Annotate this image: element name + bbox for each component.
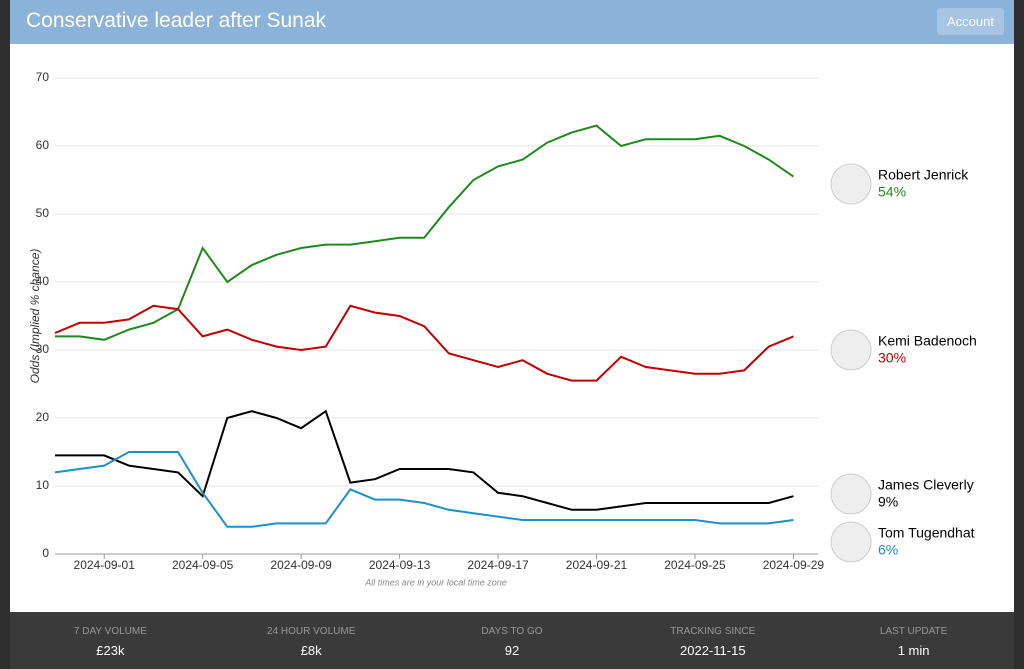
legend-name: Robert Jenrick — [878, 167, 969, 183]
legend-name: Kemi Badenoch — [878, 333, 977, 349]
avatar — [830, 329, 872, 371]
y-axis-label: Odds (Implied % chance) — [28, 249, 42, 384]
x-tick-label: 2024-09-25 — [664, 558, 726, 572]
avatar — [830, 521, 872, 563]
avatar — [830, 473, 872, 515]
stat-value: £23k — [96, 643, 125, 658]
stat-label: LAST UPDATE — [879, 626, 948, 637]
stat-value: 1 min — [897, 643, 930, 658]
y-tick-label: 50 — [36, 206, 50, 220]
y-tick-label: 30 — [36, 342, 50, 356]
legend-value: 54% — [878, 184, 906, 200]
y-tick-label: 60 — [36, 138, 50, 152]
stat: DAYS TO GO 92 — [412, 612, 613, 669]
y-tick-label: 70 — [36, 70, 50, 84]
stat: 7 DAY VOLUME £23k — [10, 612, 211, 669]
legend-value: 30% — [878, 350, 906, 366]
y-tick-label: 40 — [36, 274, 50, 288]
stat-value: 92 — [504, 643, 520, 658]
x-tick-label: 2024-09-09 — [270, 558, 332, 572]
chart-panel — [10, 44, 1014, 612]
stat-label: 24 HOUR VOLUME — [267, 626, 356, 637]
note: All times are in your local time zone — [364, 577, 507, 587]
legend-value: 9% — [878, 494, 898, 510]
x-tick-label: 2024-09-01 — [74, 558, 136, 572]
stat-label: DAYS TO GO — [481, 626, 543, 637]
header: Conservative leader after Sunak Account — [10, 0, 1014, 44]
stat-value: 2022-11-15 — [680, 643, 746, 658]
stat: TRACKING SINCE 2022-11-15 — [612, 612, 813, 669]
x-tick-label: 2024-09-17 — [467, 558, 529, 572]
stats-bar: 7 DAY VOLUME £23k 24 HOUR VOLUME £8k DAYS TO… — [10, 612, 1014, 669]
x-tick-label: 2024-09-21 — [566, 558, 628, 572]
page-title: Conservative leader after Sunak — [26, 9, 326, 32]
legend-name: James Cleverly — [878, 477, 974, 493]
chart: Odds (Implied % chance) All times are in… — [28, 70, 977, 587]
x-tick-label: 2024-09-13 — [369, 558, 431, 572]
series-line — [54, 451, 794, 528]
y-tick-label: 20 — [36, 410, 50, 424]
legend-name: Tom Tugendhat — [878, 525, 975, 541]
stat-value: £8k — [300, 643, 322, 658]
series-line — [54, 304, 794, 382]
series-line — [55, 409, 794, 511]
account-button[interactable]: Account — [937, 8, 1004, 35]
x-tick-label: 2024-09-29 — [763, 558, 825, 572]
stat-label: 7 DAY VOLUME — [73, 626, 147, 637]
stat: LAST UPDATE 1 min — [813, 612, 1014, 669]
y-tick-label: 0 — [42, 546, 49, 560]
y-tick-label: 10 — [36, 478, 50, 492]
avatar — [830, 163, 872, 205]
stat: 24 HOUR VOLUME £8k — [211, 612, 412, 669]
x-tick-label: 2024-09-05 — [172, 558, 234, 572]
stat-label: TRACKING SINCE — [670, 626, 756, 637]
legend-value: 6% — [878, 542, 898, 558]
